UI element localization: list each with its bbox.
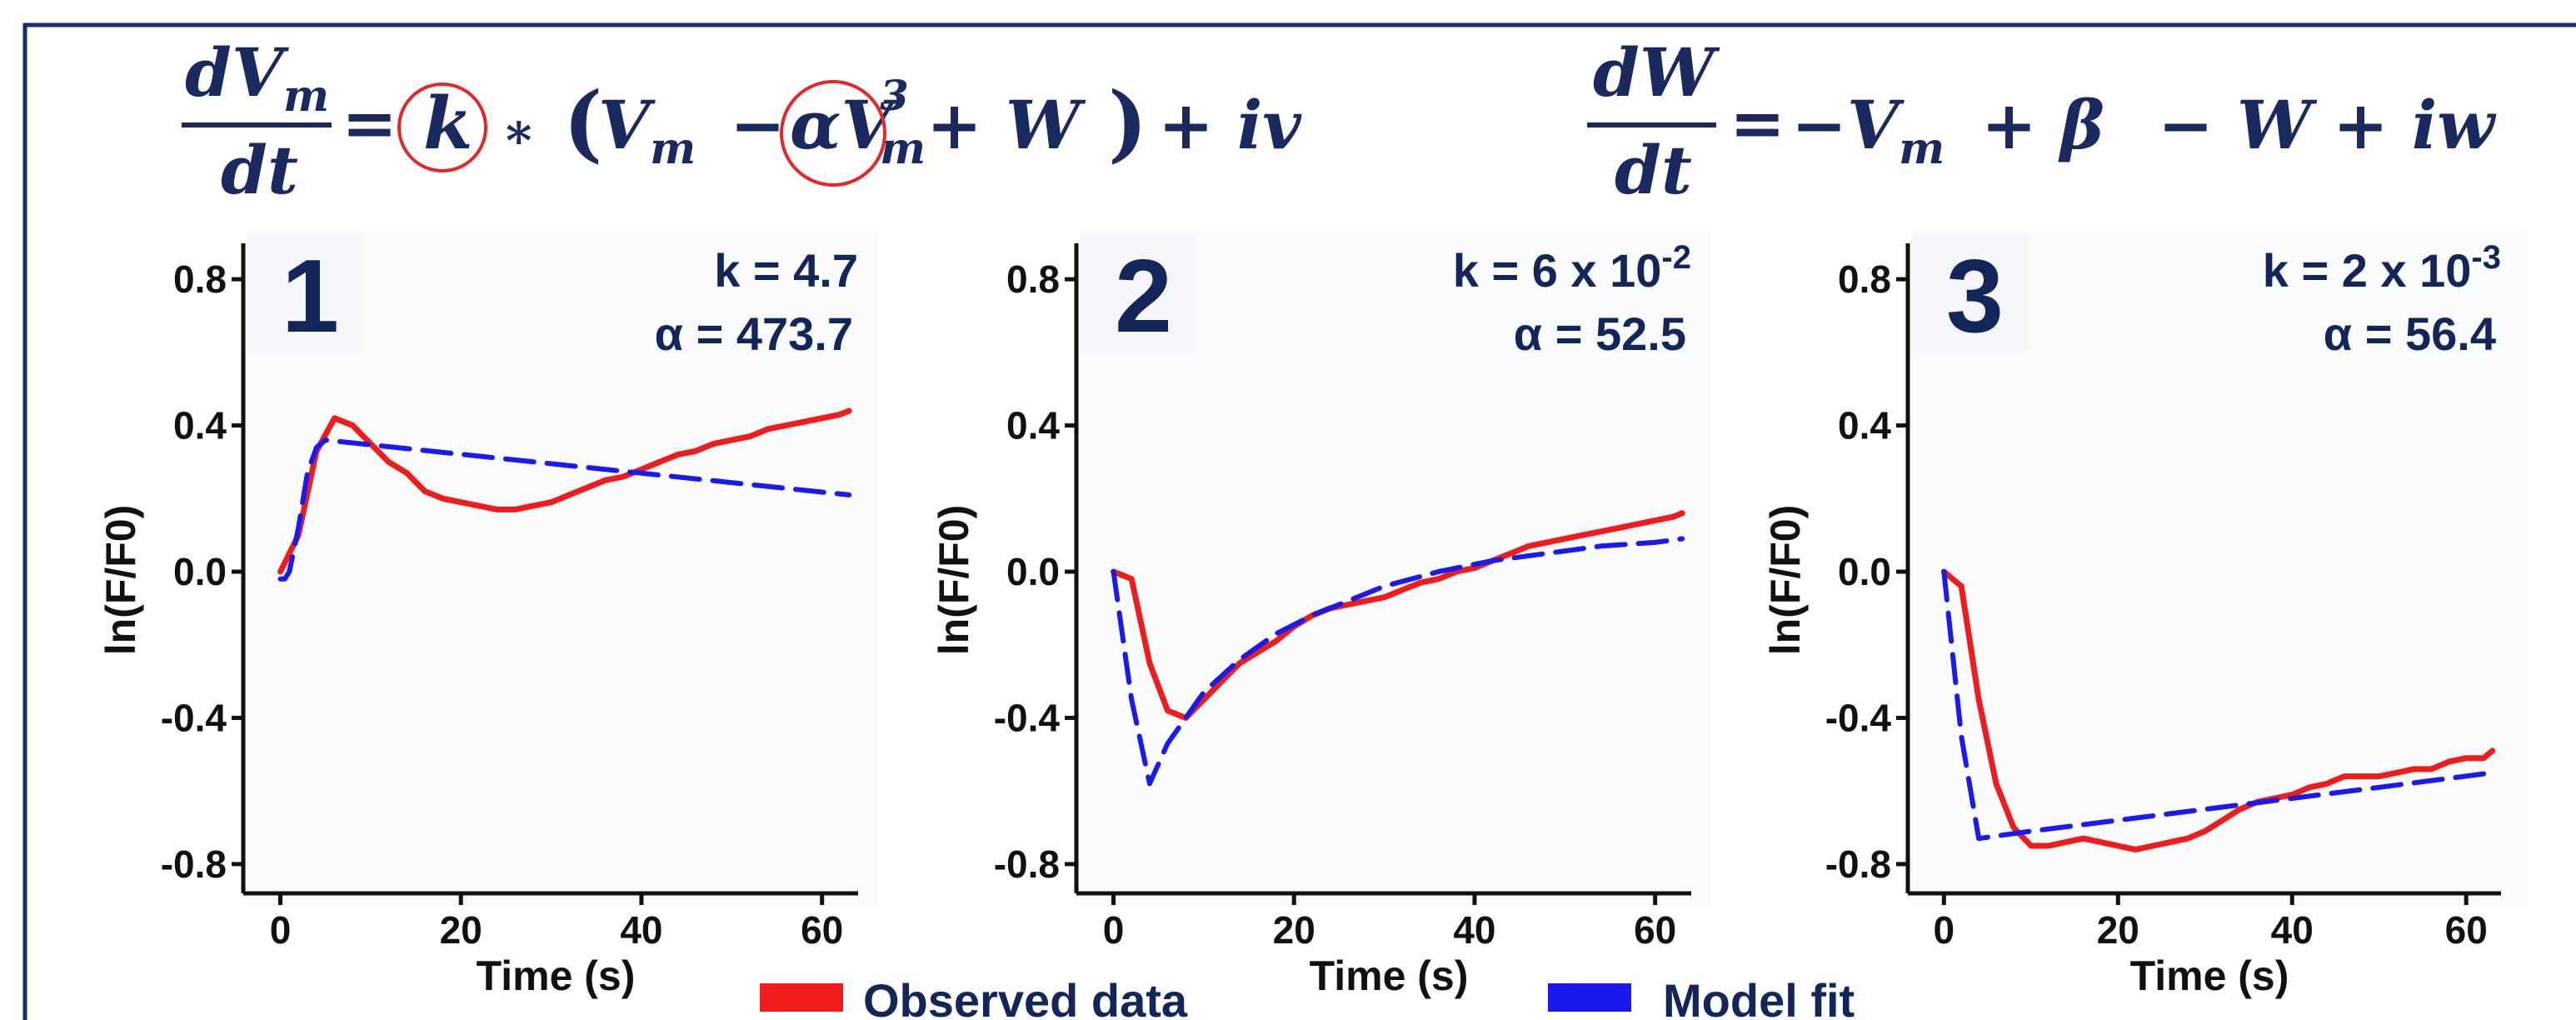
x-tick-label: 0: [1934, 908, 1955, 952]
y-tick-label: -0.8: [994, 842, 1060, 886]
eq1-equals: =: [342, 83, 397, 162]
x-tick-label: 20: [2097, 908, 2139, 952]
param-alpha: α = 56.4: [2324, 308, 2496, 360]
param-k: k = 6 x 10-2: [1453, 239, 1691, 297]
y-tick-label: 0.4: [1006, 404, 1060, 448]
eq1-minus: −: [730, 86, 786, 164]
y-tick-label: 0.8: [1006, 258, 1060, 301]
x-tick-label: 0: [270, 908, 292, 952]
param-alpha: α = 473.7: [655, 308, 853, 360]
x-tick-label: 60: [801, 908, 843, 952]
series-observed-line: [1940, 568, 2496, 852]
y-axis-label: ln(F/F0): [97, 505, 144, 656]
chart-panel-2: 0.8 0.4 0.0 -0.4 -0.8 0 20 40 60 Time (s) ln(F/F0)…: [931, 230, 1711, 999]
outer-frame: [22, 22, 2576, 1020]
panel-number: 3: [1946, 239, 2004, 354]
eq2-minus-w: − W: [2158, 86, 2318, 164]
eq1-cube-subscript: m: [880, 123, 926, 174]
series-observed-line: [277, 408, 852, 575]
x-tick-label: 40: [1453, 908, 1495, 952]
panel-number: 2: [1115, 239, 1172, 354]
legend-swatch-observed: [760, 983, 843, 1012]
x-tick-label: 60: [2445, 908, 2488, 952]
y-tick-label: -0.4: [1825, 696, 1892, 739]
eq1-numerator: dVm: [185, 33, 329, 122]
y-tick-label: 0.4: [1838, 404, 1891, 448]
series-observed-line: [1111, 510, 1685, 721]
eq1-cube-superscript: 3: [880, 71, 909, 120]
y-tick-label: 0.8: [173, 258, 227, 301]
eq1-times: ∗: [502, 102, 536, 161]
y-tick-label: -0.8: [1825, 842, 1891, 886]
k-highlight-circle: [397, 82, 487, 172]
eq1-denominator: dt: [221, 131, 298, 209]
x-tick-label: 60: [1634, 908, 1676, 952]
panel-number-background: [1080, 235, 1196, 352]
y-tick-label: -0.8: [161, 842, 227, 886]
x-axis-label: Time (s): [2130, 952, 2289, 999]
eq1-k: k: [423, 82, 473, 166]
series-model-fit-line: [277, 438, 852, 582]
x-tick-label: 20: [1273, 908, 1315, 952]
eq1-vm: Vm: [598, 86, 696, 174]
y-tick-label: 0.0: [1006, 550, 1060, 593]
y-tick-label: 0.0: [1838, 550, 1891, 593]
y-tick-label: -0.4: [161, 696, 227, 739]
x-axis-label: Time (s): [1310, 952, 1469, 999]
eq2-plus-iw: + iw: [2333, 86, 2497, 164]
y-tick-label: 0.8: [1838, 258, 1891, 301]
x-axis-label: Time (s): [477, 952, 636, 999]
eq1-left-paren: (: [563, 73, 602, 172]
x-tick-label: 40: [2271, 908, 2314, 952]
y-tick-label: 0.4: [173, 404, 227, 448]
y-tick-label: -0.4: [994, 696, 1061, 739]
eq1-plus-w: + W: [926, 86, 1086, 164]
eq2-denominator: dt: [1615, 131, 1692, 209]
y-tick-label: 0.0: [173, 550, 227, 593]
x-tick-label: 20: [440, 908, 482, 952]
panel-number-background: [247, 235, 363, 352]
param-k: k = 4.7: [714, 244, 858, 297]
chart-panel-3: 0.8 0.4 0.0 -0.4 -0.8 0 20 40 60 Time (s) ln(F/F0)…: [1762, 230, 2528, 999]
series-model-fit-line: [1111, 536, 1685, 787]
panel-number-background: [1911, 235, 2028, 352]
equation-1: dVm dt = k ∗ ( Vm − αV 3 m + W ) + iv: [182, 33, 1302, 209]
x-tick-label: 0: [1103, 908, 1125, 952]
eq2-numerator: dW: [1593, 33, 1720, 112]
alpha-highlight-circle: [780, 80, 886, 187]
param-k: k = 2 x 10-3: [2263, 239, 2501, 297]
eq2-equals: =: [1730, 83, 1785, 162]
eq2-neg-vm: −Vm: [1791, 86, 1944, 174]
chart-panel-1: 0.8 0.4 0.0 -0.4 -0.8 0 20 40 60 Time (s) ln(F/F0)…: [97, 230, 878, 999]
legend-label-model: Model fit: [1663, 974, 1855, 1020]
equation-2: dW dt = −Vm + β − W + iw: [1587, 33, 2497, 209]
eq1-right-paren: ): [1108, 73, 1147, 172]
eq2-plus-beta: + β: [1981, 86, 2104, 164]
legend-swatch-model: [1548, 983, 1631, 1012]
panel-number: 1: [282, 239, 339, 354]
eq1-plus-iv: + iv: [1158, 86, 1302, 164]
param-alpha: α = 52.5: [1514, 308, 1686, 360]
y-axis-label: ln(F/F0): [931, 505, 977, 656]
legend: Observed data Model fit: [760, 974, 1855, 1020]
legend-label-observed: Observed data: [863, 974, 1188, 1020]
y-axis-label: ln(F/F0): [1762, 505, 1809, 656]
series-model-fit-line: [1941, 569, 2495, 842]
x-tick-label: 40: [620, 908, 662, 952]
